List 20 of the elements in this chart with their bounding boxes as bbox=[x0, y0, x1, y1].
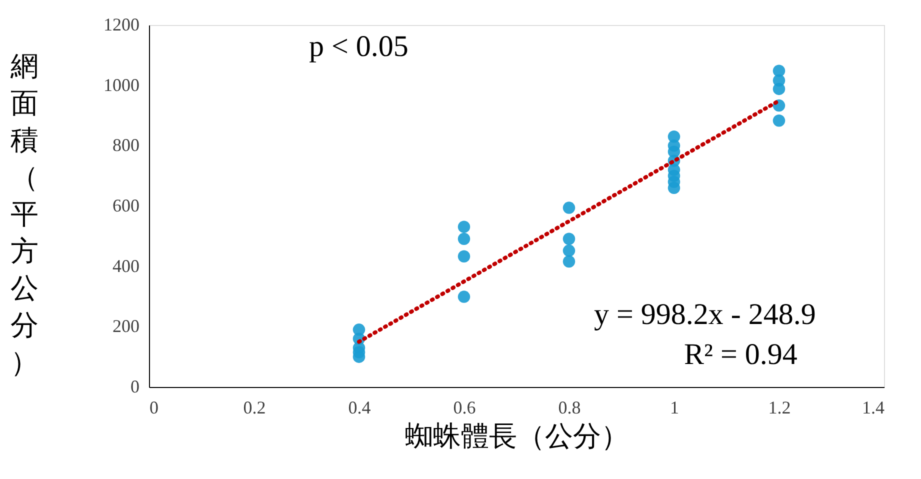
annotation: R² = 0.94 bbox=[684, 338, 798, 371]
y-tick-label: 400 bbox=[112, 256, 140, 276]
annotation: y = 998.2x - 248.9 bbox=[594, 298, 816, 331]
x-axis-title: 蜘蛛體長（公分） bbox=[405, 420, 629, 452]
x-tick-label: 0.8 bbox=[558, 398, 581, 418]
annotation: p < 0.05 bbox=[309, 30, 408, 63]
y-tick-label: 0 bbox=[130, 376, 140, 396]
y-tick-label: 1000 bbox=[104, 74, 140, 95]
y-tick-label: 200 bbox=[112, 316, 140, 336]
x-tick-label: 0 bbox=[150, 398, 158, 418]
x-tick-label: 1 bbox=[670, 398, 679, 418]
x-tick-label: 0.2 bbox=[243, 398, 266, 418]
text: 網面積（平方公分） bbox=[10, 50, 38, 378]
y-tick-label: 800 bbox=[112, 135, 140, 156]
x-tick-label: 0.4 bbox=[348, 398, 371, 418]
y-tick-label: 600 bbox=[112, 196, 140, 216]
x-tick-label: 1.4 bbox=[862, 398, 884, 418]
y-tick-label: 1200 bbox=[104, 14, 140, 34]
x-tick-label: 1.2 bbox=[768, 398, 791, 418]
x-tick-label: 0.6 bbox=[453, 398, 476, 418]
